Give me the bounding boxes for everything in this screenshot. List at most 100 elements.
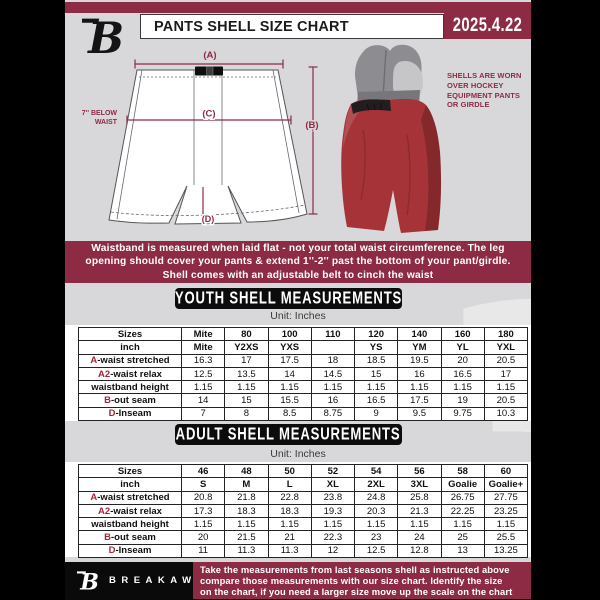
table-cell: 13 <box>440 543 485 559</box>
row-label-letter: D <box>108 408 116 420</box>
table-cell: 17 <box>483 366 529 382</box>
row-label: waistband height <box>78 517 182 532</box>
table-cell: 20.5 <box>483 353 529 368</box>
info-band-line: opening should cover your pants & extend… <box>85 256 511 268</box>
table-cell: 12.8 <box>397 543 442 559</box>
table-cell: 21.8 <box>224 490 269 505</box>
breakaway-b-logo-footer-icon: B <box>77 569 99 593</box>
table-cell: 1.15 <box>310 517 356 532</box>
row-label: waistband height <box>78 380 182 395</box>
table-cell: Goalie+ <box>483 477 529 492</box>
table-cell: 15 <box>224 393 269 408</box>
table-cell: 15.5 <box>267 393 312 408</box>
table-cell: 1.15 <box>267 380 312 395</box>
table-cell: 7 <box>180 406 226 422</box>
adult-banner-text: ADULT SHELL MEASUREMENTS <box>176 424 401 444</box>
table-cell: 12.5 <box>180 366 226 382</box>
table-cell: YXS <box>267 340 312 355</box>
breakaway-b-logo-icon: B <box>82 14 124 60</box>
photo-caption-line: EQUIPMENT PANTS <box>447 90 521 100</box>
table-cell: 24 <box>397 530 442 545</box>
table-cell: 16.5 <box>440 366 485 382</box>
table-cell: 1.15 <box>440 380 485 395</box>
table-cell: 23.8 <box>310 490 356 505</box>
row-label: A2-waist relax <box>78 503 182 519</box>
info-band-line: Shell comes with an adjustable belt to c… <box>162 269 434 281</box>
page-content: B PANTS SHELL SIZE CHART 2025.4.22 (A) <box>65 0 531 600</box>
pant-seam-lines <box>110 69 306 220</box>
photo-caption-line: OR GIRDLE <box>447 100 490 110</box>
table-cell: 20.5 <box>483 393 529 408</box>
table-cell: 60 <box>483 463 529 479</box>
table-cell: 10.3 <box>483 406 529 422</box>
table-cell: 21.5 <box>224 530 269 545</box>
table-cell: Mite <box>180 340 226 355</box>
row-label: inch <box>78 340 182 355</box>
table-cell: XL <box>310 477 356 492</box>
youth-measurements-table: Sizes Mite 80 100 110 120 140 160 180 inch Mite Y2X… <box>78 326 529 422</box>
label-d: (D) <box>202 214 215 224</box>
table-row: waistband height 1.15 1.15 1.15 1.15 1.15 1.15… <box>78 517 529 532</box>
label-c: (C) <box>202 109 215 120</box>
footer-instruction-line: compare those measurements with our size… <box>200 574 503 586</box>
table-cell: 8.75 <box>310 406 356 422</box>
waistband-info-band: Waistband is measured when laid flat - n… <box>65 241 531 283</box>
row-label: inch <box>78 477 182 492</box>
table-cell: 13.25 <box>483 543 529 559</box>
top-accent-bar <box>65 2 531 13</box>
table-cell: 1.15 <box>224 517 269 532</box>
table-row: inch S M L XL 2XL 3XL Goalie Goalie+ <box>78 477 529 492</box>
table-cell: YM <box>397 340 442 355</box>
photo-caption-line: SHELLS ARE WORN <box>447 71 522 80</box>
row-label: B-out seam <box>78 530 182 545</box>
pant-outline <box>108 69 308 225</box>
table-row: A-waist stretched 20.8 21.8 22.8 23.8 24.8 25.… <box>78 490 529 505</box>
waist-note-line2: WAIST <box>94 119 117 126</box>
table-cell: 1.15 <box>180 380 226 395</box>
svg-text:B: B <box>79 569 99 593</box>
table-cell: 18.5 <box>353 353 399 368</box>
adult-unit-label: Unit: Inches <box>270 448 326 460</box>
table-cell: YXL <box>483 340 529 355</box>
table-cell: 140 <box>397 326 442 342</box>
pant-measurement-diagram: (A) (C) (B) (D) <box>108 50 320 226</box>
table-cell: Mite <box>180 326 226 342</box>
row-label: B-out seam <box>78 393 182 408</box>
table-cell: 1.15 <box>440 517 485 532</box>
table-cell: 21.3 <box>397 503 442 519</box>
table-row: B-out seam 20 21.5 21 22.3 23 24 25 25.5 <box>78 530 529 545</box>
table-cell: 17.5 <box>267 353 312 368</box>
table-cell: 1.15 <box>267 517 312 532</box>
table-cell: 120 <box>353 326 399 342</box>
table-cell: 12.5 <box>353 543 399 559</box>
table-cell: 18.3 <box>267 503 312 519</box>
table-cell: 50 <box>267 463 312 479</box>
table-cell: 19.3 <box>310 503 356 519</box>
adult-section-banner: ADULT SHELL MEASUREMENTS <box>175 424 402 445</box>
table-cell: 21 <box>267 530 312 545</box>
table-cell: 27.75 <box>483 490 529 505</box>
table-row: inch Mite Y2XS YXS YS YM YL YXL <box>78 340 529 355</box>
table-cell: 17.5 <box>397 393 442 408</box>
buckle-detail <box>206 66 214 76</box>
table-cell: 19.5 <box>397 353 442 368</box>
table-row: A2-waist relax 12.5 13.5 14 14.5 15 16 16.5 17 <box>78 366 529 382</box>
row-label: D-Inseam <box>78 543 182 559</box>
footer-instruction-line: on the chart, if you need a larger size … <box>200 585 513 597</box>
photo-caption-line: OVER HOCKEY <box>447 80 504 90</box>
measurement-b-line <box>308 66 318 215</box>
table-cell: 20.3 <box>353 503 399 519</box>
table-cell: 1.15 <box>310 380 356 395</box>
table-cell: 14.5 <box>310 366 356 382</box>
table-cell: YS <box>353 340 399 355</box>
table-cell: S <box>180 477 226 492</box>
table-cell: 8.5 <box>267 406 312 422</box>
table-cell: 25 <box>440 530 485 545</box>
row-label: Sizes <box>78 463 182 479</box>
shell-product-photo <box>341 44 442 234</box>
table-cell: 20.8 <box>180 490 226 505</box>
table-cell: 26.75 <box>440 490 485 505</box>
label-a: (A) <box>203 50 216 61</box>
table-cell: 23.25 <box>483 503 529 519</box>
